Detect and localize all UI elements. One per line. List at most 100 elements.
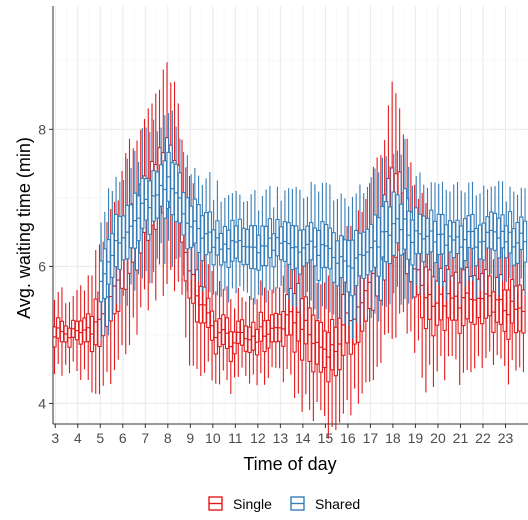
x-tick-label: 9 <box>186 430 194 446</box>
box-single <box>517 248 522 368</box>
box-single <box>502 255 507 366</box>
box-shared <box>451 184 456 296</box>
box-single <box>67 302 72 374</box>
box-shared <box>98 222 104 341</box>
box-shared <box>399 154 404 305</box>
x-tick-label: 11 <box>228 430 243 446</box>
box-shared <box>241 201 246 292</box>
legend-key-shared <box>290 496 305 511</box>
box-shared <box>357 184 363 325</box>
box-shared <box>297 189 303 315</box>
box-shared <box>339 193 344 320</box>
box-shared <box>380 157 385 306</box>
box-shared <box>492 186 498 278</box>
y-tick-label: 8 <box>38 121 46 137</box>
x-tick-label: 8 <box>164 430 172 446</box>
box-single <box>281 275 286 383</box>
x-tick-label: 5 <box>96 430 104 446</box>
box-shared <box>384 156 389 307</box>
box-shared <box>361 193 366 318</box>
box-single <box>337 265 342 423</box>
box-shared <box>110 190 115 321</box>
box-shared <box>515 194 520 292</box>
box-shared <box>342 198 348 324</box>
box-shared <box>354 193 359 323</box>
box-single <box>228 299 233 394</box>
box-shared <box>282 190 288 293</box>
legend-key-single <box>208 496 223 511</box>
box-shared <box>113 176 119 305</box>
box-shared <box>305 196 310 293</box>
legend: Single Shared <box>208 496 360 512</box>
x-tick-label: 13 <box>273 430 289 446</box>
box-shared <box>365 186 370 318</box>
box-single <box>521 250 526 373</box>
box-shared <box>267 186 273 291</box>
box-shared <box>440 181 445 287</box>
box-shared <box>143 127 149 272</box>
box-shared <box>132 150 137 291</box>
box-single <box>217 280 222 385</box>
box-shared <box>196 175 201 282</box>
box-shared <box>485 189 490 276</box>
box-shared <box>301 198 306 298</box>
box-shared <box>256 210 261 295</box>
box-single <box>206 264 211 362</box>
box-shared <box>402 138 408 299</box>
box-single <box>326 275 331 439</box>
box-shared <box>188 174 194 280</box>
box-single <box>266 290 271 379</box>
x-tick-label: 22 <box>475 430 491 446</box>
box-shared <box>211 199 216 295</box>
box-shared <box>350 196 355 340</box>
box-single <box>262 287 267 385</box>
box-shared <box>102 211 107 336</box>
x-tick-label: 10 <box>205 430 221 446</box>
box-single <box>254 299 260 386</box>
box-shared <box>436 183 441 286</box>
box-single <box>239 297 245 368</box>
legend-label-single: Single <box>233 496 272 512</box>
box-single <box>322 282 327 416</box>
x-tick-label: 21 <box>453 430 469 446</box>
box-single <box>491 259 496 366</box>
box-single <box>78 285 83 380</box>
box-shared <box>226 195 231 303</box>
box-shared <box>294 186 299 308</box>
box-shared <box>106 188 111 336</box>
x-tick-label: 23 <box>498 430 514 446</box>
y-axis-title: Avg. waiting time (min) <box>14 137 34 319</box>
box-single <box>93 250 98 394</box>
x-tick-label: 6 <box>119 430 127 446</box>
box-shared <box>414 175 419 286</box>
box-single <box>247 295 252 384</box>
box-shared <box>271 207 276 294</box>
box-single <box>221 288 226 371</box>
box-shared <box>203 178 209 289</box>
box-single <box>311 265 316 421</box>
box-shared <box>417 172 423 296</box>
box-single <box>258 280 263 374</box>
box-shared <box>136 161 141 275</box>
box-shared <box>489 186 494 275</box>
x-tick-label: 19 <box>408 430 424 446</box>
box-shared <box>447 191 453 282</box>
box-shared <box>462 192 468 287</box>
box-shared <box>500 181 505 282</box>
box-single <box>213 291 218 384</box>
x-tick-label: 3 <box>51 430 59 446</box>
box-shared <box>147 131 152 284</box>
box-single <box>273 287 278 368</box>
box-single <box>63 303 68 365</box>
box-single <box>243 301 248 376</box>
box-shared <box>455 182 460 292</box>
box-single <box>495 244 500 356</box>
y-tick-label: 6 <box>38 258 46 274</box>
box-shared <box>218 201 224 297</box>
box-shared <box>158 127 164 244</box>
box-single <box>86 275 91 381</box>
box-shared <box>170 110 175 267</box>
box-shared <box>286 188 291 299</box>
box-single <box>82 290 87 370</box>
